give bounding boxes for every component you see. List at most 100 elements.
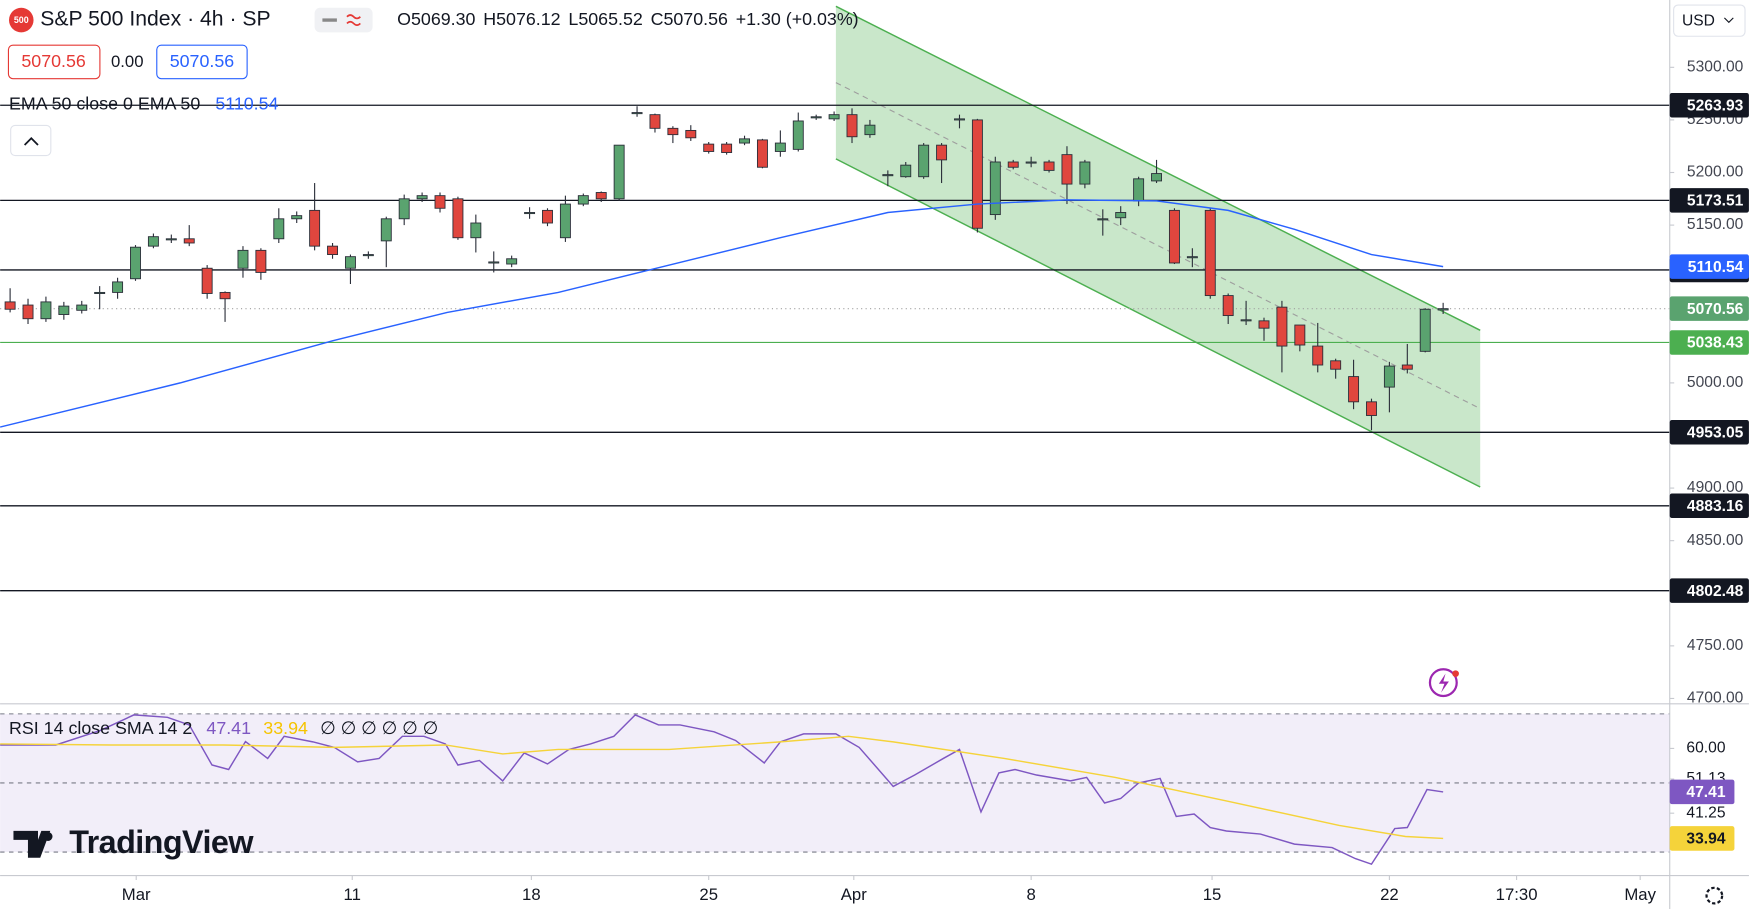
icon — [346, 14, 361, 26]
candle-body — [918, 144, 930, 178]
rsi-legend: RSI 14 close SMA 14 2 — [9, 718, 192, 738]
symbol-badge — [8, 7, 34, 33]
chevron — [1723, 17, 1734, 24]
y-tick-label: 4900.00 — [1687, 479, 1744, 496]
symbol-title[interactable]: S&P 500 Index · 4h · SP — [40, 8, 270, 31]
l-value: 5065.52 — [578, 9, 643, 29]
rsi-legend-extra: ∅ ∅ ∅ ∅ ∅ ∅ — [320, 718, 438, 738]
candle-body — [1222, 295, 1234, 317]
candle-body — [577, 195, 589, 205]
channel-fill — [835, 6, 1481, 488]
y-tick-label: 5150.00 — [1687, 216, 1744, 233]
rsi-legend-value: 47.41 — [206, 718, 251, 738]
candle-body — [954, 118, 965, 121]
candle-body — [94, 291, 106, 294]
candle-body — [721, 143, 733, 153]
candle-body — [1419, 308, 1431, 352]
candle-body — [756, 139, 768, 168]
y-tick-label: 4750.00 — [1687, 637, 1744, 654]
price-label-box — [1669, 188, 1749, 213]
spread: 0.00 — [111, 52, 144, 71]
price-label-box — [1669, 296, 1749, 321]
price-label-box — [1669, 493, 1749, 519]
value-label: 47.41 — [1686, 784, 1725, 801]
logo-dot — [43, 832, 53, 841]
candle-body — [542, 209, 553, 224]
y-tick-label: 4700.00 — [1687, 690, 1744, 707]
candle-body — [130, 246, 141, 280]
candle-body — [112, 281, 124, 293]
candle-body — [237, 249, 249, 269]
h-value: 5076.12 — [496, 9, 561, 29]
candle-body — [76, 304, 88, 311]
candle-body — [1097, 218, 1109, 221]
ohlc-legend: O5069.30 H5076.12 L5065.52 C5070.56 +1.30 (+… — [397, 9, 858, 29]
c-value: 5070.56 — [663, 9, 728, 29]
alert-icon[interactable] — [1428, 668, 1458, 698]
badge-text: 500 — [14, 15, 29, 25]
candle-body — [183, 238, 195, 244]
candle-body — [1079, 161, 1091, 185]
candle-body — [452, 198, 464, 239]
rsi-pane — [0, 713, 1670, 866]
candle-body — [434, 195, 446, 209]
buy-price: 5070.56 — [170, 51, 235, 71]
price-label: 5070.56 — [1687, 301, 1744, 318]
alert-bolt — [1438, 673, 1449, 693]
collapse-button[interactable] — [10, 124, 52, 157]
candle-body — [273, 218, 285, 240]
candle-body — [4, 301, 16, 310]
settings-icon[interactable] — [1705, 886, 1724, 905]
x-tick-label: May — [1624, 885, 1656, 904]
y-tick-label: 60.00 — [1686, 740, 1725, 757]
candle-body — [506, 258, 518, 265]
ema-line — [0, 199, 1444, 428]
buy-box[interactable] — [156, 44, 248, 80]
candle-body — [989, 161, 1001, 216]
y-tick-label: 5200.00 — [1687, 164, 1744, 181]
price-label: 4802.48 — [1687, 583, 1744, 600]
candle-body — [828, 114, 840, 120]
candle-body — [613, 144, 625, 200]
ema-legend: EMA 50 close 0 EMA 50 — [9, 94, 200, 114]
price-label-box — [1669, 578, 1749, 603]
candle-body — [1186, 256, 1198, 259]
ema-legend-value: 5110.54 — [215, 94, 278, 114]
currency-box[interactable] — [1673, 4, 1746, 37]
candle-body — [470, 222, 482, 239]
price-label: 4953.05 — [1687, 425, 1744, 442]
candle-body — [1043, 161, 1055, 171]
y-tick-label: 4850.00 — [1687, 532, 1744, 549]
sma-legend-value: 33.94 — [263, 718, 308, 738]
candle-body — [631, 112, 643, 115]
change: +1.30 (+0.03%) — [736, 9, 859, 29]
price-label-box — [1669, 420, 1749, 445]
candle-body — [703, 143, 715, 152]
candle-body — [488, 261, 500, 264]
candle-body — [380, 218, 392, 242]
o-key: O — [397, 9, 411, 29]
candle-body — [362, 254, 374, 257]
candle-body — [882, 174, 894, 177]
channel-upper — [835, 5, 1481, 331]
candle-body — [165, 238, 177, 241]
price-label-box — [1669, 254, 1749, 279]
candle-body — [900, 164, 912, 178]
candle-body — [255, 249, 267, 273]
price-label-box — [1669, 92, 1749, 118]
candle-body — [1401, 364, 1413, 370]
sell-box[interactable] — [7, 44, 101, 80]
candle-body — [864, 124, 876, 136]
candle-body — [1025, 161, 1037, 164]
candle-body — [291, 215, 303, 220]
candle-body — [1366, 401, 1377, 416]
toggle-buttons[interactable] — [314, 7, 373, 33]
c-key: C — [651, 9, 664, 29]
candle-body — [1204, 209, 1216, 297]
price-pane — [0, 5, 1670, 592]
price-label: 5038.43 — [1687, 335, 1744, 352]
price-label: 5263.93 — [1687, 98, 1744, 115]
candle-body — [219, 291, 231, 300]
candle-body — [1383, 365, 1395, 388]
y-tick-label: 41.25 — [1686, 804, 1725, 821]
